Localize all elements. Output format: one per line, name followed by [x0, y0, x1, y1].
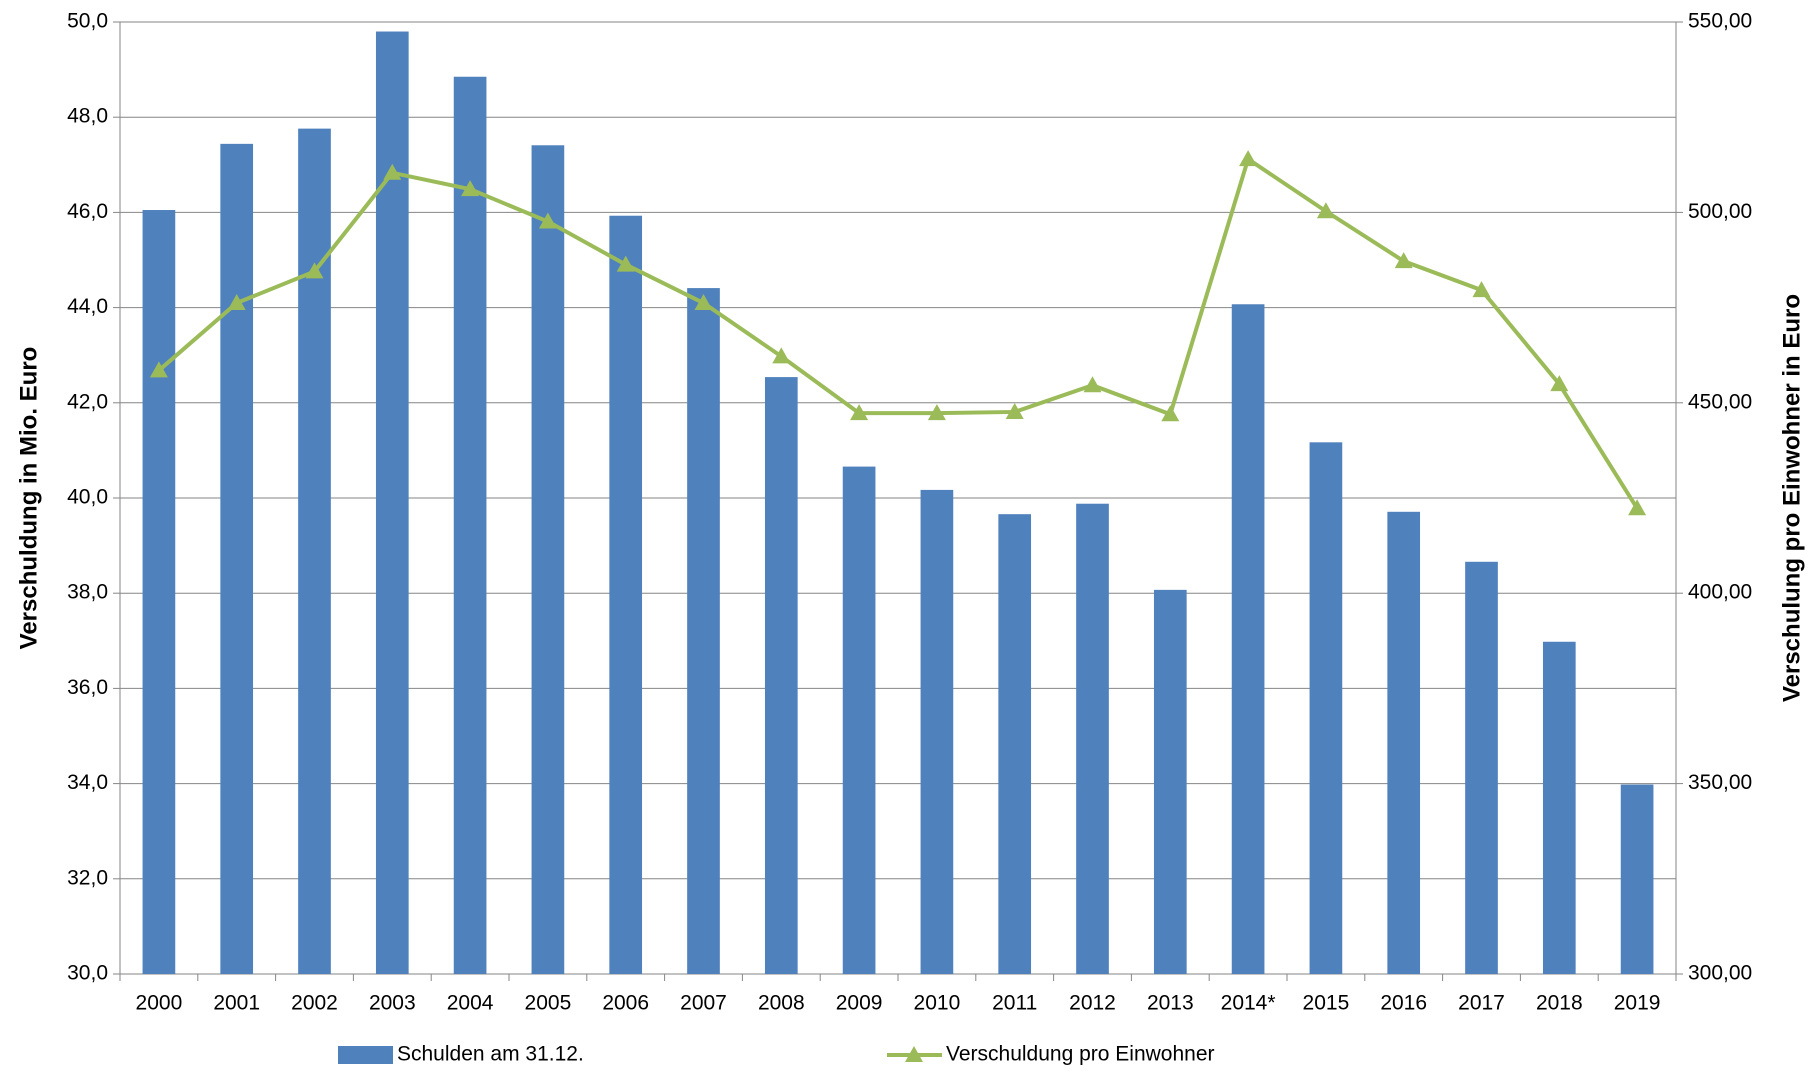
x-tick-label: 2017: [1458, 992, 1505, 1015]
x-tick-label: 2000: [136, 992, 183, 1015]
legend-swatch: [338, 1046, 393, 1064]
legend-label: Verschuldung pro Einwohner: [946, 1043, 1215, 1066]
marker: [461, 180, 480, 197]
y-tick-label: 32,0: [67, 866, 108, 889]
bar: [764, 377, 798, 974]
y-tick-label: 42,0: [67, 390, 108, 413]
x-tick-label: 2019: [1614, 992, 1661, 1015]
y-tick-label: 34,0: [67, 771, 108, 794]
x-tick-label: 2005: [525, 992, 572, 1015]
bar: [998, 514, 1032, 974]
marker: [616, 255, 635, 272]
marker: [1472, 281, 1491, 298]
legend-marker: [905, 1046, 923, 1062]
x-tick-label: 2015: [1303, 992, 1350, 1015]
y-tick-label: 46,0: [67, 200, 108, 223]
y2-tick-label: 350,00: [1688, 771, 1752, 794]
marker: [927, 404, 946, 421]
marker: [1005, 402, 1024, 419]
marker: [383, 163, 402, 180]
marker: [538, 212, 557, 229]
legend-label: Schulden am 31.12.: [397, 1043, 584, 1066]
marker: [1316, 202, 1335, 219]
marker: [1628, 499, 1647, 516]
y2-tick-label: 300,00: [1688, 962, 1752, 985]
y2-tick-label: 550,00: [1688, 10, 1752, 33]
y2-tick-label: 450,00: [1688, 390, 1752, 413]
marker: [1394, 252, 1413, 269]
bar: [531, 145, 565, 974]
x-tick-label: 2013: [1147, 992, 1194, 1015]
x-tick-label: 2007: [680, 992, 727, 1015]
x-tick-label: 2006: [602, 992, 649, 1015]
y-tick-label: 48,0: [67, 105, 108, 128]
x-tick-label: 2016: [1380, 992, 1427, 1015]
bar: [1076, 503, 1109, 974]
bar: [1231, 304, 1265, 974]
y-axis-title: Verschuldung in Mio. Euro: [15, 347, 42, 650]
y-tick-label: 36,0: [67, 676, 108, 699]
bar: [1620, 784, 1654, 974]
bar: [842, 466, 876, 974]
y2-axis-title: Verschulung pro Einwohner in Euro: [1778, 294, 1805, 702]
bar: [453, 76, 487, 975]
marker: [850, 404, 869, 421]
marker: [1239, 150, 1258, 167]
x-tick-label: 2008: [758, 992, 805, 1015]
y-tick-label: 44,0: [67, 295, 108, 318]
y2-tick-label: 400,00: [1688, 581, 1752, 604]
y2-tick-label: 500,00: [1688, 200, 1752, 223]
bar: [1309, 442, 1343, 975]
bar: [687, 288, 720, 975]
marker: [1550, 375, 1569, 392]
marker: [1083, 376, 1102, 393]
bar: [920, 489, 954, 974]
y-tick-label: 50,0: [67, 10, 108, 33]
y-tick-label: 38,0: [67, 581, 108, 604]
marker: [772, 347, 791, 364]
marker: [227, 294, 246, 311]
marker: [149, 361, 168, 378]
bar: [142, 210, 176, 974]
marker: [694, 294, 713, 311]
line: [157, 155, 1639, 510]
x-tick-label: 2004: [447, 992, 494, 1015]
marker: [305, 262, 324, 279]
x-tick-label: 2002: [291, 992, 338, 1015]
bar: [1465, 561, 1498, 974]
x-tick-label: 2018: [1536, 992, 1583, 1015]
x-tick-label: 2011: [992, 992, 1037, 1015]
y-tick-label: 30,0: [67, 962, 108, 985]
x-tick-label: 2003: [369, 992, 416, 1015]
bar: [1542, 641, 1576, 974]
x-tick-label: 2001: [213, 992, 260, 1015]
y-tick-label: 40,0: [67, 486, 108, 509]
bar: [1153, 589, 1187, 974]
bar: [1387, 511, 1421, 974]
x-tick-label: 2012: [1069, 992, 1116, 1015]
bar: [220, 143, 254, 974]
x-tick-label: 2010: [914, 992, 961, 1015]
marker: [1161, 405, 1180, 422]
x-tick-label: 2009: [836, 992, 883, 1015]
x-tick-label: 2014*: [1221, 992, 1276, 1015]
bar: [609, 215, 643, 974]
